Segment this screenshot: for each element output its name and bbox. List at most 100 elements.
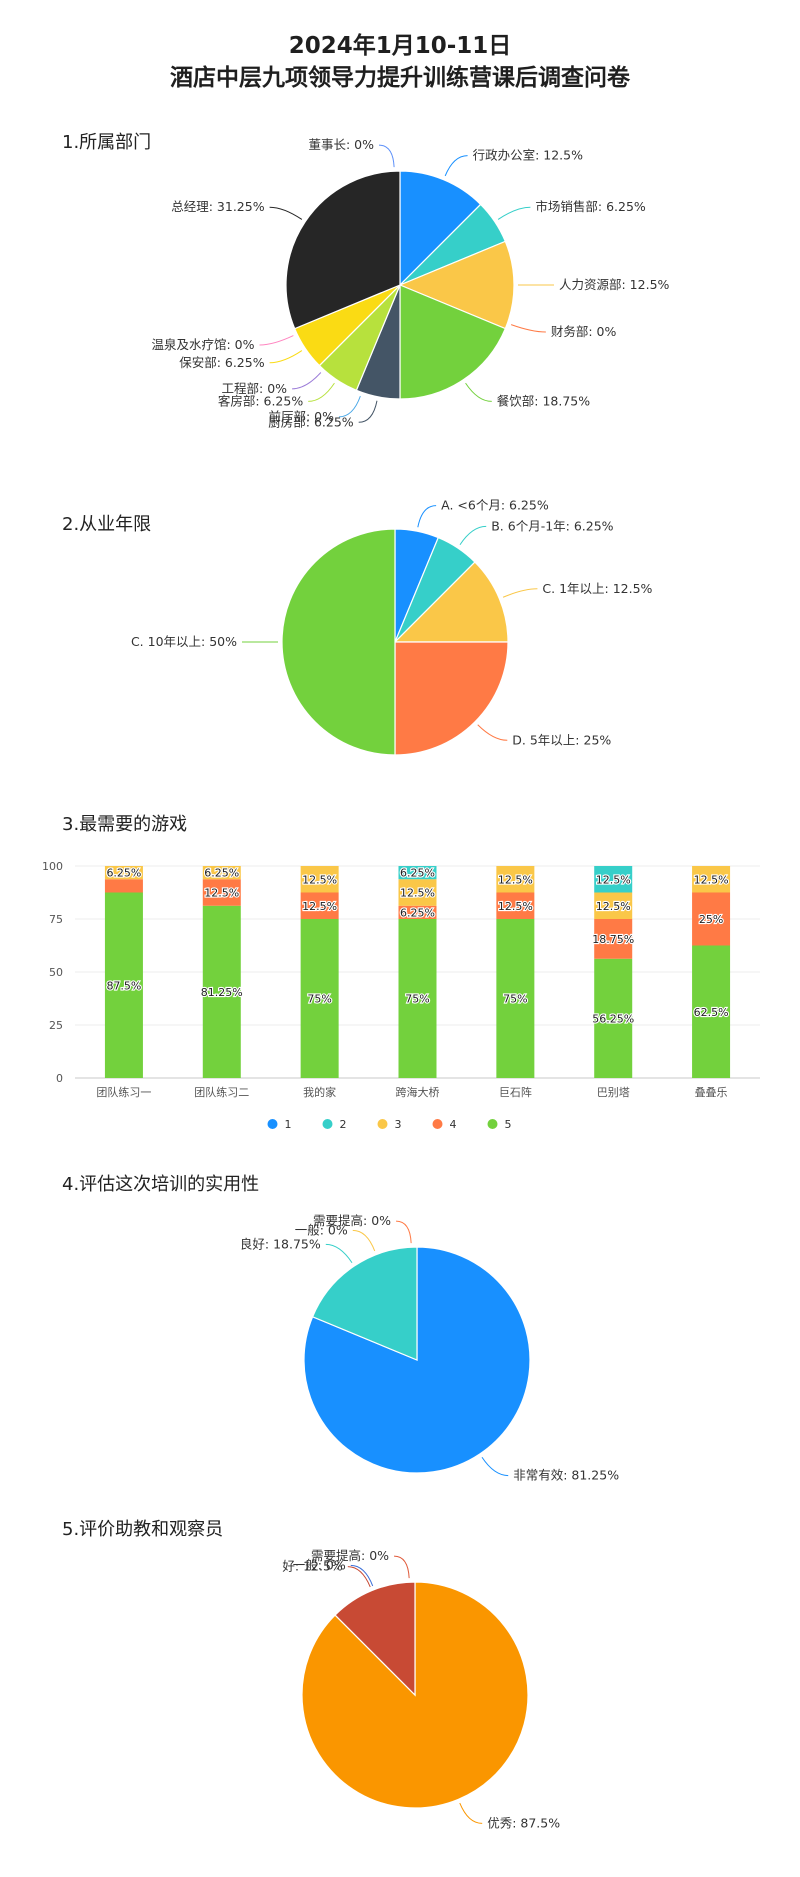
department-label-总经理: 总经理: 31.25% <box>171 199 264 214</box>
department-label-市场销售部: 市场销售部: 6.25% <box>535 199 646 214</box>
bar-巴别塔-series-5 <box>594 958 633 1078</box>
bar-data-label: 25% <box>699 913 723 926</box>
bar-data-label: 12.5% <box>302 900 337 913</box>
bar-data-label: 12.5% <box>204 887 239 900</box>
usefulness-pie-chart: 非常有效: 81.25% 良好: 18.75% 需要提高: 0%一般: 0% <box>240 1213 619 1483</box>
assistants-leader-一般 <box>350 1564 374 1587</box>
usefulness-label-需要提高: 需要提高: 0% <box>313 1213 391 1228</box>
bar-我的家-series-5 <box>300 919 339 1078</box>
experience-label-b-6个月-1年: B. 6个月-1年: 6.25% <box>491 518 613 533</box>
bar-data-label: 6.25% <box>400 867 435 880</box>
bar-团队练习二-series-5 <box>202 905 241 1078</box>
games-stacked-bar-chart: 025507510087.5%6.25%团队练习一81.25%12.5%6.25… <box>42 860 760 1131</box>
section-title-experience: 2.从业年限 <box>62 514 152 535</box>
section-title-usefulness: 4.评估这次培训的实用性 <box>62 1174 260 1195</box>
bar-data-label: 12.5% <box>498 873 533 886</box>
department-label-保安部: 保安部: 6.25% <box>179 355 265 370</box>
bar-跨海大桥-series-2 <box>398 866 437 880</box>
department-leader-厨房部 <box>358 400 378 423</box>
bar-data-label: 62.5% <box>694 1006 729 1019</box>
bar-data-label: 75% <box>307 993 331 1006</box>
assistants-label-一般: 一般: 0% <box>293 1557 346 1572</box>
usefulness-leader-良好 <box>325 1243 353 1263</box>
department-leader-工程部 <box>292 372 322 390</box>
usefulness-leader-一般 <box>352 1229 376 1252</box>
legend-label-1: 1 <box>285 1118 292 1131</box>
experience-label-c-1年以上: C. 1年以上: 12.5% <box>542 581 652 596</box>
experience-slice-d-5年以上 <box>394 641 509 756</box>
experience-slice-c-10年以上 <box>281 528 396 756</box>
section-title-assistants: 5.评价助教和观察员 <box>62 1519 224 1540</box>
department-leader-温泉及水疗馆 <box>259 335 294 346</box>
experience-leader-b-6个月-1年 <box>459 525 487 545</box>
assistants-label-需要提高: 需要提高: 0% <box>311 1548 389 1563</box>
department-slice-餐饮部 <box>399 284 507 400</box>
assistants-pie-chart: 优秀: 87.5% 好: 12.5%需要提高: 0%一般: 0% <box>282 1548 560 1830</box>
usefulness-slice-非常有效 <box>303 1246 531 1474</box>
bar-巨石阵-series-3 <box>496 866 535 893</box>
department-label-行政办公室: 行政办公室: 12.5% <box>473 148 584 163</box>
usefulness-slice-良好 <box>311 1246 418 1361</box>
y-tick-label: 25 <box>49 1019 63 1032</box>
department-label-财务部: 财务部: 0% <box>551 324 617 339</box>
legend-marker-3 <box>377 1119 388 1129</box>
bar-巴别塔-series-2 <box>594 866 633 893</box>
bar-data-label: 18.75% <box>592 933 634 946</box>
y-tick-label: 50 <box>49 966 63 979</box>
department-leader-总经理 <box>269 206 303 220</box>
usefulness-leader-需要提高 <box>396 1220 412 1244</box>
experience-label-c-10年以上: C. 10年以上: 50% <box>131 634 237 649</box>
bar-叠叠乐-series-5 <box>692 945 731 1078</box>
bar-data-label: 87.5% <box>106 979 141 992</box>
experience-pie-chart: A. <6个月: 6.25% B. 6个月-1年: 6.25% C. 1年以上: 1… <box>131 498 653 756</box>
bar-团队练习一-series-3 <box>104 866 143 880</box>
legend-marker-1 <box>267 1119 278 1129</box>
department-label-餐饮部: 餐饮部: 18.75% <box>497 393 590 408</box>
title-line-1: 2024年1月10-11日 <box>288 33 512 59</box>
bar-data-label: 75% <box>405 993 429 1006</box>
section-title-department: 1.所属部门 <box>62 132 152 153</box>
usefulness-label-非常有效: 非常有效: 81.25% <box>513 1468 619 1483</box>
department-leader-保安部 <box>269 350 303 364</box>
bar-巴别塔-series-3 <box>594 892 633 919</box>
assistants-slice-好 <box>334 1581 416 1697</box>
bar-我的家-series-4 <box>300 892 339 919</box>
usefulness-label-良好: 良好: 18.75% <box>240 1236 321 1251</box>
department-label-人力资源部: 人力资源部: 12.5% <box>559 277 670 292</box>
assistants-leader-需要提高 <box>394 1555 410 1579</box>
x-tick-label: 跨海大桥 <box>396 1085 440 1099</box>
x-tick-label: 团队练习一 <box>96 1085 151 1099</box>
bar-data-label: 12.5% <box>596 873 631 886</box>
department-leader-客房部 <box>308 382 335 402</box>
assistants-slice-优秀 <box>301 1581 529 1809</box>
y-tick-label: 75 <box>49 913 63 926</box>
bar-跨海大桥-series-3 <box>398 879 437 906</box>
bar-data-label: 6.25% <box>400 906 435 919</box>
x-tick-label: 我的家 <box>303 1085 336 1099</box>
bar-data-label: 12.5% <box>596 900 631 913</box>
bar-data-label: 75% <box>503 993 527 1006</box>
bar-跨海大桥-series-4 <box>398 905 437 919</box>
bar-巨石阵-series-5 <box>496 919 535 1078</box>
bar-团队练习二-series-3 <box>202 866 241 880</box>
experience-leader-a-6个月 <box>417 505 437 528</box>
department-leader-财务部 <box>510 324 546 333</box>
legend-label-3: 3 <box>395 1118 402 1131</box>
section-title-games: 3.最需要的游戏 <box>62 814 188 835</box>
department-label-董事长: 董事长: 0% <box>308 137 374 152</box>
department-label-前厅部: 前厅部: 0% <box>268 409 334 424</box>
bar-data-label: 6.25% <box>106 867 141 880</box>
department-leader-前厅部 <box>338 395 361 418</box>
department-leader-市场销售部 <box>497 206 531 220</box>
bar-data-label: 12.5% <box>498 900 533 913</box>
bar-data-label: 6.25% <box>204 867 239 880</box>
bar-巨石阵-series-4 <box>496 892 535 919</box>
bar-data-label: 12.5% <box>400 887 435 900</box>
department-leader-餐饮部 <box>465 382 492 402</box>
experience-slice-c-1年以上 <box>393 561 509 643</box>
legend-marker-4 <box>432 1119 443 1129</box>
legend-marker-5 <box>487 1119 498 1129</box>
bar-data-label: 12.5% <box>694 873 729 886</box>
experience-leader-c-1年以上 <box>502 588 538 598</box>
x-tick-label: 叠叠乐 <box>695 1086 728 1099</box>
